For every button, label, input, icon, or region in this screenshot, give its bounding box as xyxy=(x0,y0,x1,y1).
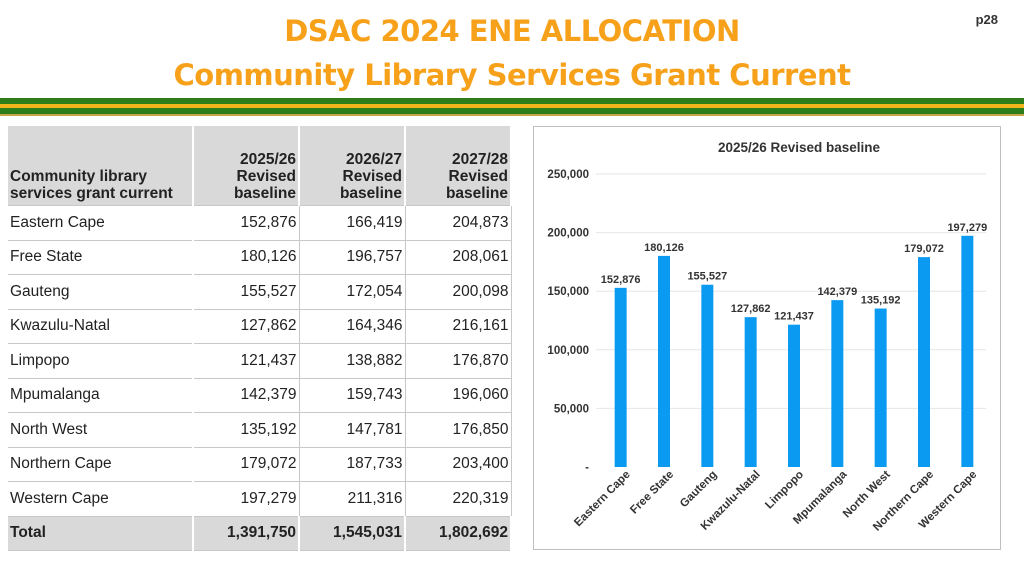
slide-title-line2: Community Library Services Grant Current xyxy=(173,58,852,92)
column-header: 2026/27 Revised baseline xyxy=(299,126,406,206)
y-tick-label: 50,000 xyxy=(554,403,589,415)
table-cell: 179,072 xyxy=(193,447,300,482)
bar xyxy=(658,255,670,467)
table-cell: 155,527 xyxy=(193,274,300,310)
table-cell: 135,192 xyxy=(193,412,300,448)
table-cell: 187,733 xyxy=(299,447,406,482)
bar xyxy=(614,287,627,467)
y-tick-label: 100,000 xyxy=(547,345,589,357)
data-label: 127,862 xyxy=(731,303,771,315)
x-tick-label: Free State xyxy=(628,469,676,517)
table-row: Limpopo 121,437 138,882 176,870 xyxy=(8,343,512,379)
table-row: Kwazulu-Natal 127,862 164,346 216,161 xyxy=(8,309,512,344)
table-cell: 204,873 xyxy=(405,205,512,241)
bar xyxy=(874,308,887,467)
page-number: p28 xyxy=(975,12,998,27)
table-cell: 159,743 xyxy=(299,378,406,413)
table-row: Mpumalanga 142,379 159,743 196,060 xyxy=(8,378,512,413)
data-label: 152,876 xyxy=(601,274,641,286)
bar xyxy=(788,324,800,467)
row-label: Mpumalanga xyxy=(8,378,194,413)
bar xyxy=(744,317,757,467)
table-header-row: Community library services grant current… xyxy=(8,126,512,206)
row-label: Limpopo xyxy=(8,343,194,379)
table-row: Eastern Cape 152,876 166,419 204,873 xyxy=(8,205,512,241)
table-cell: 127,862 xyxy=(193,309,300,344)
table-cell: 216,161 xyxy=(405,309,512,344)
row-label: Eastern Cape xyxy=(8,205,194,241)
table-row: Free State 180,126 196,757 208,061 xyxy=(8,240,512,275)
table-cell: 1,391,750 xyxy=(193,516,300,551)
table-cell: 1,802,692 xyxy=(405,516,512,551)
grant-table: Community library services grant current… xyxy=(8,126,512,551)
decorative-stripe-gold xyxy=(0,104,1024,108)
table-cell: 172,054 xyxy=(299,274,406,310)
data-label: 121,437 xyxy=(774,311,814,323)
row-label: North West xyxy=(8,412,194,448)
bar xyxy=(831,300,844,467)
data-label: 179,072 xyxy=(904,243,944,255)
table-cell: 121,437 xyxy=(193,343,300,379)
table-cell: 180,126 xyxy=(193,240,300,275)
y-tick-label: 250,000 xyxy=(547,169,589,181)
data-label: 197,279 xyxy=(947,222,987,234)
total-row: Total 1,391,750 1,545,031 1,802,692 xyxy=(8,516,512,551)
bar-chart-panel: 2025/26 Revised baseline - 50,000 100,000 15… xyxy=(533,126,1001,550)
x-tick-label: Eastern Cape xyxy=(572,469,632,529)
row-label: Total xyxy=(8,516,194,551)
table-cell: 138,882 xyxy=(299,343,406,379)
chart-title: 2025/26 Revised baseline xyxy=(718,140,881,155)
bar-chart: 2025/26 Revised baseline - 50,000 100,000 15… xyxy=(547,140,987,534)
data-label: 135,192 xyxy=(861,295,901,307)
x-tick-label: Limpopo xyxy=(763,469,806,512)
decorative-stripe-thin xyxy=(0,114,1024,116)
table-cell: 196,060 xyxy=(405,378,512,413)
data-label: 142,379 xyxy=(817,286,857,298)
table-cell: 220,319 xyxy=(405,481,512,517)
row-label: Kwazulu-Natal xyxy=(8,309,194,344)
x-tick-label: Gauteng xyxy=(678,469,719,510)
y-tick-label: 200,000 xyxy=(547,228,589,240)
table-cell: 208,061 xyxy=(405,240,512,275)
table-cell: 147,781 xyxy=(299,412,406,448)
table-row: Western Cape 197,279 211,316 220,319 xyxy=(8,481,512,517)
table-cell: 196,757 xyxy=(299,240,406,275)
bar xyxy=(701,284,714,467)
decorative-stripe-green-bottom xyxy=(0,108,1024,114)
data-label: 180,126 xyxy=(644,242,684,254)
data-label: 155,527 xyxy=(687,271,727,283)
row-label: Northern Cape xyxy=(8,447,194,482)
slide-title-line1: DSAC 2024 ENE ALLOCATION xyxy=(284,14,740,48)
table-row: Northern Cape 179,072 187,733 203,400 xyxy=(8,447,512,482)
table-cell: 166,419 xyxy=(299,205,406,241)
table-cell: 176,870 xyxy=(405,343,512,379)
table-cell: 1,545,031 xyxy=(299,516,406,551)
decorative-stripe-green-top xyxy=(0,98,1024,104)
row-label: Western Cape xyxy=(8,481,194,517)
bar xyxy=(918,257,930,467)
table-cell: 211,316 xyxy=(299,481,406,517)
table-cell: 197,279 xyxy=(193,481,300,517)
table-cell: 164,346 xyxy=(299,309,406,344)
bar xyxy=(961,235,974,467)
table-row: Gauteng 155,527 172,054 200,098 xyxy=(8,274,512,310)
y-tick-label: - xyxy=(585,462,589,474)
table-cell: 176,850 xyxy=(405,412,512,448)
table-cell: 203,400 xyxy=(405,447,512,482)
table-cell: 142,379 xyxy=(193,378,300,413)
column-header: 2025/26 Revised baseline xyxy=(193,126,300,206)
table-cell: 152,876 xyxy=(193,205,300,241)
column-header: Community library services grant current xyxy=(8,126,194,206)
row-label: Gauteng xyxy=(8,274,194,310)
column-header: 2027/28 Revised baseline xyxy=(405,126,512,206)
table-row: North West 135,192 147,781 176,850 xyxy=(8,412,512,448)
y-tick-label: 150,000 xyxy=(547,286,589,298)
row-label: Free State xyxy=(8,240,194,275)
table-cell: 200,098 xyxy=(405,274,512,310)
